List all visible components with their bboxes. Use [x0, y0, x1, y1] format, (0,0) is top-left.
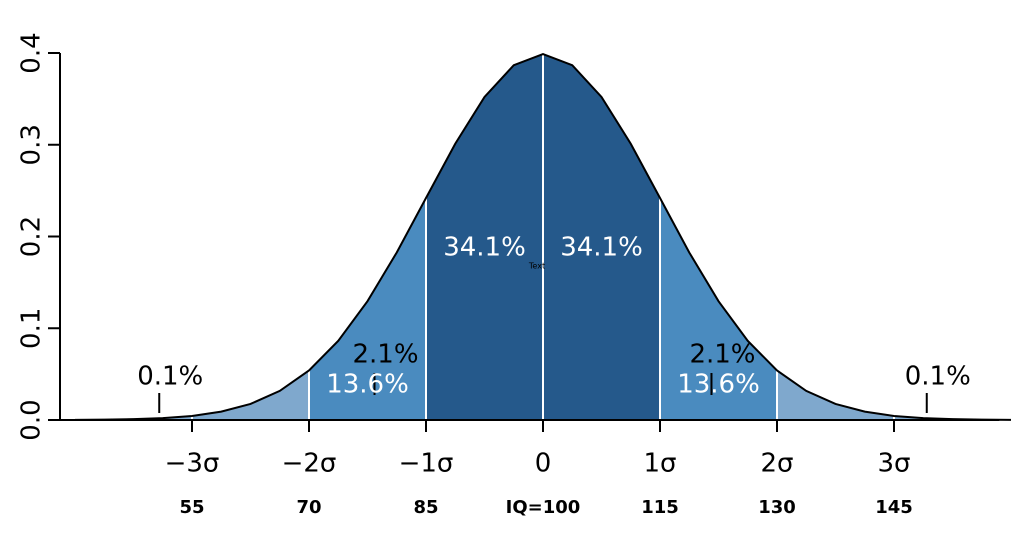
band-label: 34.1%	[443, 233, 526, 263]
density-curve	[74, 52, 1012, 421]
iq-tick-label: 70	[296, 497, 321, 518]
iq-tick-label: 130	[758, 497, 796, 518]
band-label: 2.1%	[689, 340, 755, 370]
x-tick-label: 0	[535, 449, 552, 479]
x-tick-label: −1σ	[399, 449, 454, 479]
x-tick-label: 1σ	[643, 449, 676, 479]
band-label: 13.6%	[326, 370, 409, 400]
iq-tick-label: IQ=100	[506, 497, 581, 518]
y-tick-label: 0.0	[17, 399, 47, 440]
y-tick-label: 0.3	[17, 124, 47, 165]
annotation: Text	[528, 262, 545, 271]
x-tick-label: −3σ	[165, 449, 220, 479]
iq-tick-label: 145	[875, 497, 913, 518]
band-label: 2.1%	[352, 340, 418, 370]
y-tick-label: 0.1	[17, 308, 47, 349]
iq-tick-label: 115	[641, 497, 679, 518]
band-label: 0.1%	[137, 362, 203, 392]
band-label: 13.6%	[677, 370, 760, 400]
band-label: 0.1%	[905, 362, 971, 392]
x-tick-label: 2σ	[760, 449, 793, 479]
y-tick-label: 0.4	[17, 32, 47, 73]
x-tick-label: 3σ	[877, 449, 910, 479]
y-tick-label: 0.2	[17, 216, 47, 257]
iq-tick-label: 85	[413, 497, 438, 518]
shaded-region	[75, 370, 309, 420]
iq-tick-label: 55	[179, 497, 204, 518]
band-label: 34.1%	[560, 233, 643, 263]
shaded-region	[777, 370, 1011, 420]
x-tick-label: −2σ	[282, 449, 337, 479]
